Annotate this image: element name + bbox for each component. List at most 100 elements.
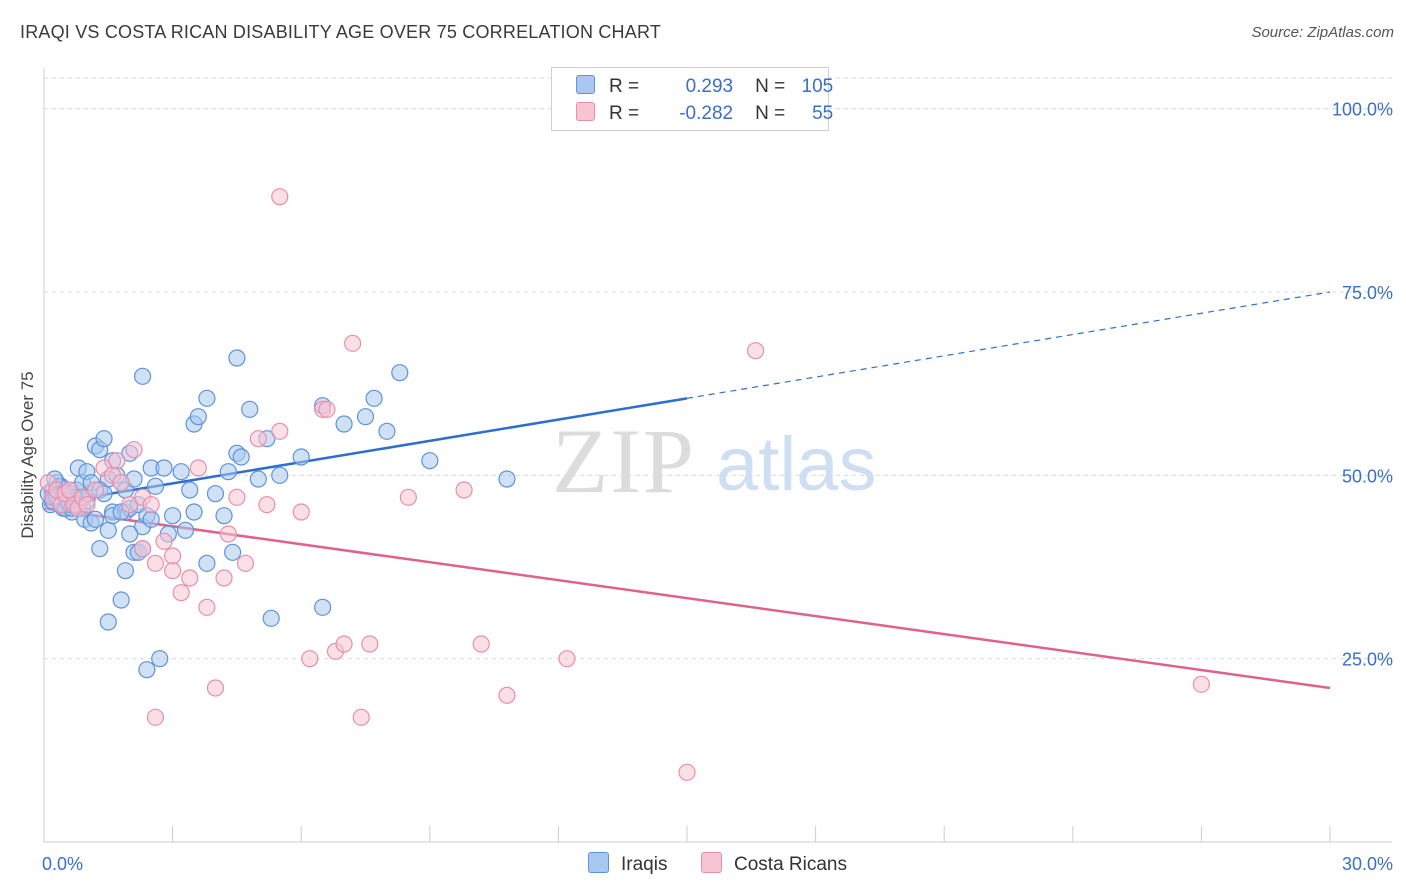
iraqis-point <box>271 466 289 484</box>
iraqis-point <box>112 591 130 609</box>
costa-ricans-point <box>219 525 237 543</box>
costa-ricans-point <box>108 452 126 470</box>
iraqis-point <box>86 510 105 528</box>
iraqis-point <box>232 448 250 466</box>
costa-ricans-point <box>1192 675 1211 693</box>
iraqis-point <box>241 400 259 418</box>
costa-ricans-point <box>215 569 233 587</box>
iraqis-point <box>138 661 156 679</box>
iraqis-point <box>391 364 409 382</box>
iraqis-point <box>224 543 242 561</box>
legend-r-value: -0.282 <box>679 103 734 124</box>
legend-r-label: R = <box>609 76 640 97</box>
costa-ricans-point <box>271 422 289 440</box>
legend-r-label: R = <box>609 103 640 124</box>
legend-row-iraqis: R = 0.293 N = 105 <box>576 75 833 99</box>
costa-ricans-point <box>249 430 267 448</box>
iraqis-point <box>155 459 173 477</box>
costa-ricans-point <box>189 459 207 477</box>
iraqis-point <box>189 408 207 426</box>
legend-n-value: 55 <box>812 103 834 124</box>
costa-ricans-point <box>112 474 130 492</box>
costa-ricans-point <box>361 635 379 653</box>
iraqis-point <box>228 349 246 367</box>
iraqis-point <box>151 650 169 668</box>
iraqis-point <box>181 481 199 499</box>
legend-n-label: N = <box>755 76 786 97</box>
costa-ricans-swatch <box>576 102 595 121</box>
iraqis-point <box>99 613 117 631</box>
costa-ricans-point <box>198 598 216 616</box>
costa-ricans-point <box>142 496 160 514</box>
costa-ricans-point <box>164 562 182 580</box>
iraqis-point <box>421 452 439 470</box>
costa-ricans-point <box>352 708 370 726</box>
iraqis-point <box>365 389 383 407</box>
legend-n-value: 105 <box>801 76 834 97</box>
costa-ricans-point <box>399 488 417 506</box>
costa-ricans-point <box>78 496 96 514</box>
iraqis-point <box>95 430 113 448</box>
y-tick-label: 100.0% <box>1332 100 1393 120</box>
costa-ricans-point <box>206 679 225 697</box>
costa-ricans-point <box>146 554 165 572</box>
source-label: Source: ZipAtlas.com <box>1251 24 1394 41</box>
iraqis-point <box>335 415 353 433</box>
axes <box>43 68 1392 843</box>
costa-ricans-point <box>301 650 319 668</box>
costa-ricans-point <box>181 569 199 587</box>
costa-ricans-point <box>318 400 336 418</box>
iraqis-point <box>262 609 280 627</box>
costa-ricans-point <box>125 441 143 459</box>
legend-item-costa-ricans: Costa Ricans <box>701 852 847 876</box>
iraqis-point <box>121 525 139 543</box>
y-tick-label: 50.0% <box>1342 466 1393 486</box>
costa-ricans-point <box>133 540 152 558</box>
y-tick-label: 25.0% <box>1342 650 1393 670</box>
costa-ricans-point <box>86 481 105 499</box>
watermark-atlas: atlas <box>716 422 877 507</box>
legend-row-costa-ricans: R = -0.282 N = 55 <box>576 102 833 126</box>
costa-ricans-trend-line <box>43 507 1331 690</box>
legend-label: Costa Ricans <box>734 854 847 875</box>
iraqis-point <box>99 521 117 539</box>
legend-label: Iraqis <box>621 854 668 875</box>
x-tick-label-end: 30.0% <box>1342 854 1393 874</box>
costa-ricans-point <box>146 708 165 726</box>
costa-ricans-point <box>746 342 765 360</box>
iraqis-point <box>198 389 216 407</box>
costa-ricans-swatch <box>701 852 722 873</box>
iraqis-point <box>133 367 152 385</box>
iraqis-point <box>198 554 216 572</box>
costa-ricans-point <box>344 334 362 352</box>
iraqis-point <box>498 470 516 488</box>
costa-ricans-point <box>164 547 182 565</box>
iraqis-swatch <box>576 75 595 94</box>
iraqis-point <box>146 477 165 495</box>
legend-item-iraqis: Iraqis <box>588 852 667 876</box>
costa-ricans-point <box>228 488 246 506</box>
costa-ricans-point <box>678 763 696 781</box>
legend-n-label: N = <box>755 103 786 124</box>
watermark: ZIP atlas <box>552 410 877 512</box>
iraqis-swatch <box>588 852 609 873</box>
costa-ricans-point <box>258 496 276 514</box>
iraqis-point <box>142 510 160 528</box>
costa-ricans-point <box>472 635 490 653</box>
chart-title: IRAQI VS COSTA RICAN DISABILITY AGE OVER… <box>20 22 662 42</box>
iraqis-point <box>185 503 203 521</box>
costa-ricans-point <box>558 650 576 668</box>
iraqis-point <box>164 507 182 525</box>
costa-ricans-point <box>292 503 310 521</box>
x-tick-label-start: 0.0% <box>42 854 83 874</box>
costa-ricans-point <box>455 481 473 499</box>
costa-ricans-point <box>498 686 516 704</box>
costa-ricans-point <box>271 188 289 206</box>
costa-ricans-point <box>155 532 173 550</box>
iraqis-point <box>314 598 332 616</box>
iraqis-point <box>176 521 195 539</box>
iraqis-point <box>292 448 310 466</box>
iraqis-point <box>249 470 267 488</box>
iraqis-point <box>219 463 237 481</box>
